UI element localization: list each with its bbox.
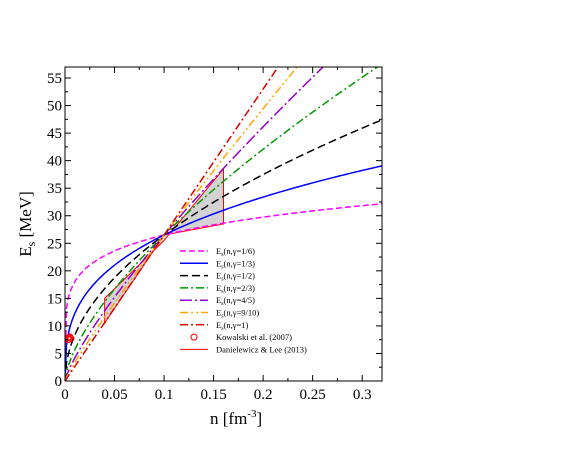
y-tick-label: 25 <box>47 236 62 252</box>
x-tick-label: 0 <box>61 387 69 403</box>
legend-label-2: Es(n,γ=1/3) <box>216 258 255 270</box>
series-line-6 <box>65 67 298 381</box>
legend-label-3: Es(n,γ=1/2) <box>216 271 255 283</box>
x-axis-title: n [fm-3] <box>210 408 262 428</box>
y-tick-label: 30 <box>47 209 62 225</box>
legend-label-danielewicz: Danielewicz & Lee (2013) <box>216 344 307 354</box>
ticks-layer: 0 0.05 0.1 0.15 0.2 0.25 0.3 0 5 10 15 20 25 30 35 40 45… <box>47 67 382 403</box>
x-axis-title-superscript: -3 <box>247 408 257 420</box>
legend-kowalski-marker <box>190 333 198 341</box>
kowalski-point-4 <box>66 333 74 341</box>
series-line-4 <box>65 67 379 381</box>
x-tick-label: 0.05 <box>101 387 127 403</box>
y-axis-title: Es [MeV] <box>16 191 38 257</box>
y-axis-title-subscript: s <box>24 241 38 246</box>
x-tick-label: 0.25 <box>300 387 326 403</box>
legend-label-5: Es(n,γ=4/5) <box>216 295 255 307</box>
y-tick-label: 40 <box>47 154 62 170</box>
y-tick-label: 15 <box>47 291 62 307</box>
legend-label-1: Es(n,γ=1/6) <box>216 246 255 258</box>
legend: Es(n,γ=1/6)Es(n,γ=1/3)Es(n,γ=1/2)Es(n,γ=… <box>180 246 307 354</box>
plot-frame <box>64 66 383 382</box>
legend-label-4: Es(n,γ=2/3) <box>216 283 255 295</box>
kowalski-point-5 <box>67 335 75 343</box>
legend-label-7: Es(n,γ=1) <box>216 320 249 332</box>
y-tick-label: 0 <box>55 374 63 390</box>
series-line-1 <box>65 203 382 381</box>
x-tick-label: 0.15 <box>200 387 226 403</box>
legend-label-6: Es(n,γ=9/10) <box>216 308 259 320</box>
y-tick-label: 55 <box>47 71 62 87</box>
series-line-2 <box>65 165 382 381</box>
x-tick-label: 0.3 <box>353 387 372 403</box>
y-tick-label: 10 <box>47 319 62 335</box>
y-tick-label: 45 <box>47 126 62 142</box>
legend-label-kowalski: Kowalski et al. (2007) <box>216 332 292 342</box>
y-tick-label: 5 <box>55 346 63 362</box>
series-line-5 <box>65 67 325 381</box>
y-tick-label: 35 <box>47 181 62 197</box>
series-line-3 <box>65 119 382 381</box>
x-tick-label: 0.1 <box>155 387 174 403</box>
series-layer <box>65 67 382 381</box>
x-tick-label: 0.2 <box>254 387 273 403</box>
y-tick-label: 50 <box>47 99 62 115</box>
y-tick-label: 20 <box>47 264 62 280</box>
